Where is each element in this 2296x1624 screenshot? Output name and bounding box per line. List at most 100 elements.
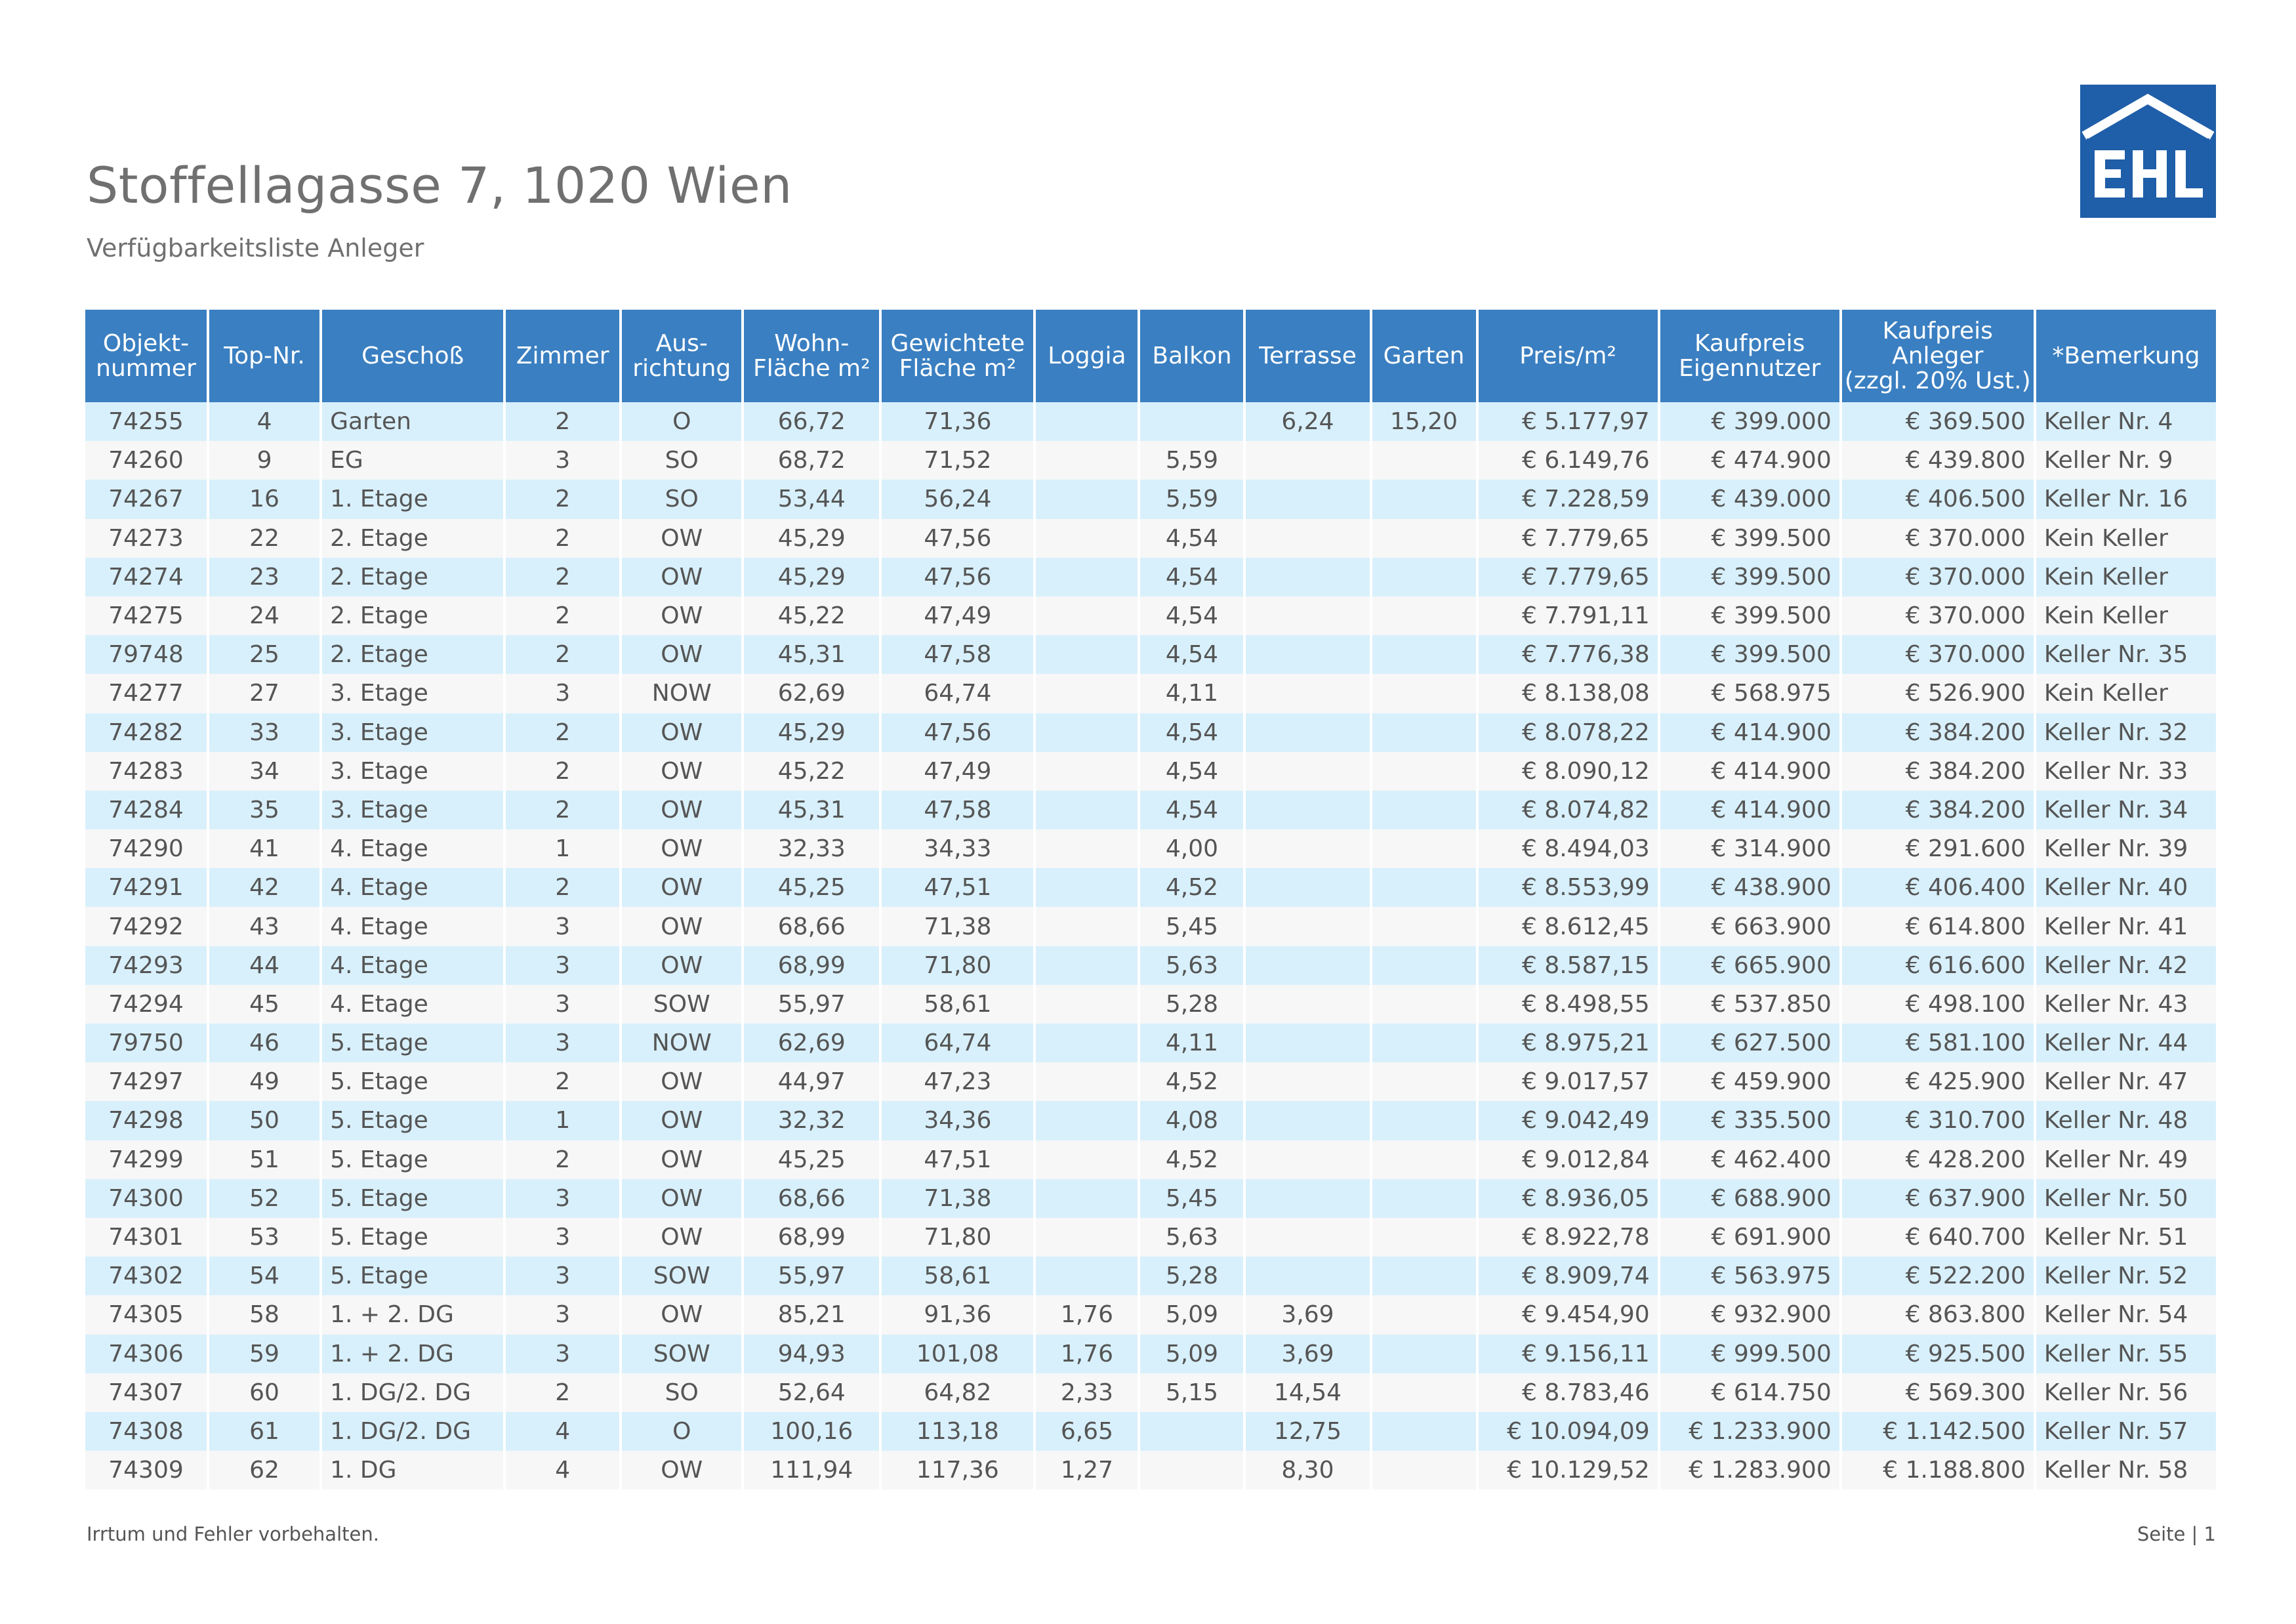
table-cell (1370, 713, 1479, 752)
table-row: 74298 50 5. Etage 1 OW 32,32 34,36 4,08 € 9.042,… (85, 1101, 2216, 1140)
table-cell: 45,29 (743, 518, 882, 558)
disclaimer: Irrtum und Fehler vorbehalten. (87, 1523, 379, 1545)
table-cell: 4 (504, 1451, 623, 1490)
table-cell: 2 (504, 790, 623, 830)
table-row: 74309 62 1. DG 4 OW 111,94 117,36 1,27 8,30 € 10.… (85, 1451, 2216, 1490)
table-cell: OW (621, 1451, 745, 1490)
table-cell: 100,16 (743, 1411, 882, 1451)
table-cell: 74284 (85, 790, 210, 830)
table-cell: 62 (208, 1451, 323, 1490)
table-cell: OW (621, 751, 745, 791)
table-cell: 2 (504, 713, 623, 752)
table-cell: 46 (208, 1024, 323, 1063)
table-cell: 74297 (85, 1062, 210, 1102)
table-cell (1244, 1101, 1372, 1140)
table-cell: € 414.900 (1658, 790, 1842, 830)
table-cell: SOW (621, 984, 745, 1024)
table-cell: Keller Nr. 58 (2034, 1451, 2216, 1490)
table-row: 74300 52 5. Etage 3 OW 68,66 71,38 5,45 € 8.936,… (85, 1178, 2216, 1218)
table-cell: 4,54 (1139, 790, 1246, 830)
table-cell: 2 (504, 1373, 623, 1412)
table-cell: 4,52 (1139, 1140, 1246, 1179)
table-cell: € 438.900 (1658, 868, 1842, 907)
table-cell: OW (621, 829, 745, 869)
table-cell (1370, 518, 1479, 558)
table-cell: SO (621, 441, 745, 480)
table-cell (1370, 946, 1479, 985)
table-cell: € 691.900 (1658, 1217, 1842, 1257)
table-cell: € 399.500 (1658, 557, 1842, 596)
table-cell: 74275 (85, 596, 210, 636)
table-cell: € 314.900 (1658, 829, 1842, 869)
table-cell (1244, 790, 1372, 830)
table-cell: 52,64 (743, 1373, 882, 1412)
table-cell (1370, 1178, 1479, 1218)
table-cell: 74299 (85, 1140, 210, 1179)
table-cell: 53,44 (743, 480, 882, 519)
table-row: 74297 49 5. Etage 2 OW 44,97 47,23 4,52 € 9.017,… (85, 1062, 2216, 1102)
table-cell: 2 (504, 1140, 623, 1179)
table-cell: 74282 (85, 713, 210, 752)
table-cell: Keller Nr. 52 (2034, 1257, 2216, 1296)
table-cell: € 8.494,03 (1477, 829, 1660, 869)
table-cell: 58 (208, 1295, 323, 1335)
table-cell: Keller Nr. 50 (2034, 1178, 2216, 1218)
table-cell: 22 (208, 518, 323, 558)
table-cell (1035, 402, 1141, 442)
table-cell: 16 (208, 480, 323, 519)
table-cell: € 8.074,82 (1477, 790, 1660, 830)
table-cell: 3 (504, 1217, 623, 1257)
table-cell: € 474.900 (1658, 441, 1842, 480)
table-cell: 5,63 (1139, 946, 1246, 985)
table-cell: € 8.078,22 (1477, 713, 1660, 752)
table-cell: € 459.900 (1658, 1062, 1842, 1102)
table-cell: € 6.149,76 (1477, 441, 1660, 480)
table-cell: 85,21 (743, 1295, 882, 1335)
table-cell: Keller Nr. 33 (2034, 751, 2216, 791)
column-header: Loggia (1035, 310, 1141, 402)
table-cell: 1,76 (1035, 1334, 1141, 1373)
table-cell: € 526.900 (1840, 674, 2036, 713)
table-cell: 34 (208, 751, 323, 791)
table-cell: 47,49 (880, 751, 1036, 791)
table-cell: OW (621, 1295, 745, 1335)
table-row: 74306 59 1. + 2. DG 3 SOW 94,93 101,08 1,76 5,09… (85, 1334, 2216, 1373)
table-cell (1244, 1024, 1372, 1063)
table-cell (1370, 1062, 1479, 1102)
table-cell (1035, 1024, 1141, 1063)
column-header: Balkon (1139, 310, 1246, 402)
table-cell (1035, 751, 1141, 791)
table-cell: 43 (208, 907, 323, 946)
table-cell (1370, 674, 1479, 713)
table-cell: € 384.200 (1840, 751, 2036, 791)
table-cell: 6,65 (1035, 1411, 1141, 1451)
table-cell: 61 (208, 1411, 323, 1451)
table-cell (1244, 1257, 1372, 1296)
table-cell (1244, 480, 1372, 519)
table-cell: 1 (504, 829, 623, 869)
table-cell (1035, 596, 1141, 636)
table-cell: 117,36 (880, 1451, 1036, 1490)
table-cell: 4,54 (1139, 713, 1246, 752)
table-cell: 47,56 (880, 713, 1036, 752)
table-cell: SO (621, 1373, 745, 1412)
table-cell (1244, 713, 1372, 752)
table-cell: 5,59 (1139, 480, 1246, 519)
table-cell: 1,27 (1035, 1451, 1141, 1490)
table-cell: 8,30 (1244, 1451, 1372, 1490)
table-cell: Kein Keller (2034, 557, 2216, 596)
table-cell: 3 (504, 984, 623, 1024)
table-cell: € 414.900 (1658, 751, 1842, 791)
table-cell: 5. Etage (321, 1101, 506, 1140)
table-cell: 32,33 (743, 829, 882, 869)
table-cell: OW (621, 1217, 745, 1257)
table-cell: NOW (621, 674, 745, 713)
table-cell: 2 (504, 402, 623, 442)
table-cell (1370, 790, 1479, 830)
table-cell: 3,69 (1244, 1295, 1372, 1335)
table-cell (1244, 829, 1372, 869)
table-cell: € 370.000 (1840, 596, 2036, 636)
table-cell: 4. Etage (321, 984, 506, 1024)
table-cell: 47,56 (880, 518, 1036, 558)
table-cell: € 439.000 (1658, 480, 1842, 519)
